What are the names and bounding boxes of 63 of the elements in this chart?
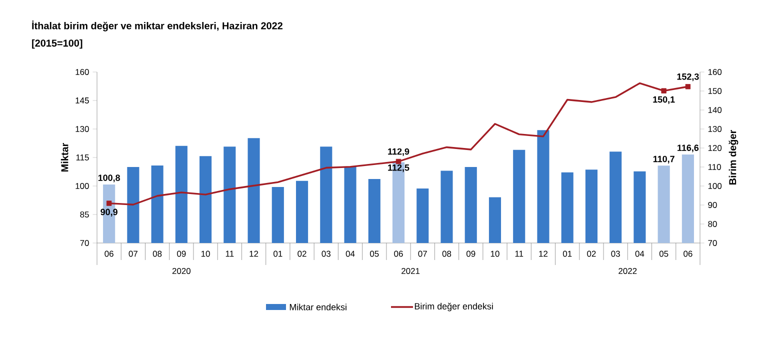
- data-label: 116,6: [678, 144, 699, 152]
- x-tick-label: 09: [177, 250, 186, 257]
- y-tick-label: 145: [76, 98, 89, 104]
- data-label: 90,9: [100, 208, 118, 216]
- text: 2021: [402, 268, 420, 274]
- x-tick-label: 03: [322, 250, 330, 257]
- data-label: 110,7: [653, 156, 674, 164]
- point: [685, 84, 691, 90]
- y2-tick-label: 130: [708, 126, 722, 132]
- text: 2022: [618, 268, 637, 274]
- x-tick-label: 02: [298, 250, 306, 257]
- x-tick-label: 05: [370, 250, 379, 257]
- x-tick-label: 11: [226, 250, 234, 257]
- y2-tick-label: 120: [708, 145, 722, 151]
- x-tick-label: 07: [418, 250, 427, 257]
- x-tick-label: 01: [274, 250, 282, 257]
- y-tick-label: 130: [76, 126, 89, 132]
- data-label: 112,9: [388, 148, 410, 156]
- x-tick-label: 07: [128, 250, 138, 257]
- x-tick-label: 10: [490, 250, 500, 257]
- legend-label: Miktar endeksi: [290, 304, 346, 310]
- y-tick-label: 115: [76, 154, 89, 160]
- legend-label: Birim değer endeksi: [414, 302, 493, 312]
- y2-axis-title: Birim değer: [728, 130, 738, 185]
- x-tick-label: 12: [539, 250, 548, 257]
- y2-tick-label: 110: [708, 164, 721, 170]
- point: [661, 88, 666, 94]
- y-tick-label: 160: [76, 69, 89, 75]
- x-tick-label: 06: [684, 250, 692, 257]
- y-axis-title: Miktar: [60, 142, 68, 172]
- y2-tick-label: 80: [708, 221, 717, 227]
- x-tick-label: 06: [104, 250, 114, 257]
- data-label: 152,3: [677, 73, 699, 82]
- x-tick-label: 04: [635, 250, 644, 257]
- x-tick-label: 03: [611, 250, 620, 257]
- x-tick-label: 11: [515, 250, 524, 257]
- chart-title: İthalat birim değer ve miktar endeksleri, Haziran 2022: [32, 20, 282, 32]
- y-tick-label: 100: [76, 183, 89, 189]
- x-tick-label: 10: [201, 250, 210, 257]
- y2-tick-label: 150: [708, 88, 722, 94]
- data-label: 150,1: [653, 96, 675, 104]
- point: [106, 200, 112, 206]
- y-tick-label: 70: [80, 240, 89, 246]
- x-tick-label: 02: [587, 250, 596, 257]
- data-label: 112,5: [388, 164, 410, 172]
- x-tick-label: 04: [346, 250, 355, 257]
- y2-tick-label: 140: [708, 107, 722, 113]
- x-tick-label: 08: [152, 250, 162, 257]
- y2-tick-label: 100: [708, 183, 722, 189]
- x-tick-label: 01: [562, 250, 572, 257]
- text: 2020: [172, 268, 190, 274]
- y-tick-label: 85: [80, 212, 89, 218]
- x-tick-label: 09: [466, 250, 476, 257]
- point: [396, 158, 402, 164]
- x-tick-label: 12: [250, 250, 258, 257]
- x-tick-label: 08: [442, 250, 452, 257]
- chart-subtitle: [2015=100]: [32, 39, 82, 49]
- x-tick-label: 06: [394, 250, 403, 257]
- data-label: 100,8: [98, 174, 120, 182]
- y2-tick-label: 70: [708, 240, 717, 246]
- x-tick-label: 05: [659, 250, 668, 257]
- y2-tick-label: 160: [708, 69, 722, 75]
- y2-tick-label: 90: [708, 202, 717, 208]
